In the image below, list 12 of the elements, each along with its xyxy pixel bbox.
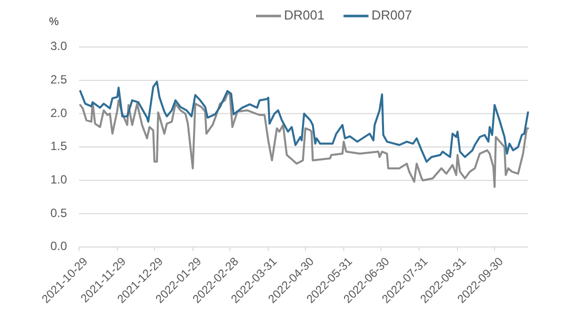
y-tick-label: 0.5 bbox=[50, 206, 68, 220]
y-tick-label: 1.5 bbox=[50, 139, 68, 154]
y-tick-label: 2.0 bbox=[50, 106, 68, 120]
y-axis-title: % bbox=[49, 16, 59, 28]
y-tick-label: 3.0 bbox=[50, 39, 68, 54]
y-tick-label: 1.0 bbox=[50, 172, 68, 187]
legend-label: DR007 bbox=[372, 7, 412, 22]
y-tick-label: 2.5 bbox=[50, 72, 68, 87]
line-series bbox=[79, 92, 529, 188]
line-series bbox=[79, 80, 529, 163]
y-tick-label: 0.0 bbox=[50, 239, 68, 254]
legend-label: DR001 bbox=[284, 7, 324, 22]
